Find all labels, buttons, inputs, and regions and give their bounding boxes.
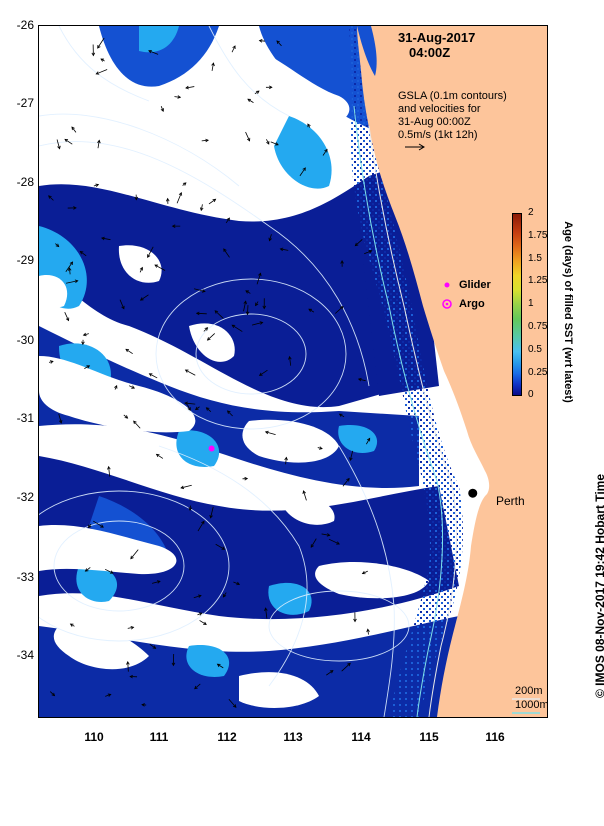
velocity-arrow — [186, 86, 194, 89]
colorbar-tick: 0.5 — [528, 344, 542, 355]
lat-tick: -30 — [4, 333, 34, 347]
lat-tick: -33 — [4, 570, 34, 584]
argo-legend-icon — [441, 298, 453, 310]
velocity-arrow — [174, 96, 180, 99]
lat-tick: -29 — [4, 253, 34, 267]
lon-tick: 112 — [212, 730, 242, 744]
depth-1000-label: 1000m — [515, 699, 549, 711]
velocity-arrow — [126, 349, 133, 353]
lat-tick: -28 — [4, 175, 34, 189]
depth-200-label: 200m — [515, 685, 543, 697]
velocity-arrow — [149, 374, 157, 378]
annotation-line: and velocities for — [398, 103, 481, 116]
lat-tick: -34 — [4, 648, 34, 662]
velocity-arrow — [84, 333, 89, 336]
velocity-arrow — [181, 485, 192, 488]
velocity-arrow — [232, 46, 235, 52]
credit-label: IMOS 08-Nov-2017 19:42 Hobart Time — [593, 474, 604, 686]
perth-marker — [468, 489, 477, 498]
velocity-arrow — [186, 370, 196, 375]
annotation-line: GSLA (0.1m contours) — [398, 90, 507, 103]
velocity-arrow — [65, 312, 69, 320]
colorbar-tick: 0 — [528, 389, 534, 400]
lon-tick: 111 — [144, 730, 174, 744]
velocity-arrow — [243, 477, 248, 480]
velocity-arrow — [166, 199, 169, 204]
map-time: 04:00Z — [409, 45, 450, 60]
velocity-arrow — [209, 199, 216, 204]
city-label: Perth — [496, 494, 525, 508]
colorbar-tick: 2 — [528, 207, 534, 218]
lat-tick: -26 — [4, 18, 34, 32]
velocity-arrow — [177, 193, 182, 204]
velocity-arrow — [212, 63, 215, 71]
velocity-arrow — [266, 139, 269, 144]
velocity-arrow — [82, 340, 85, 345]
velocity-arrow — [248, 99, 253, 102]
colorbar-tick: 1.5 — [528, 253, 542, 264]
lat-tick: -27 — [4, 96, 34, 110]
velocity-arrow — [96, 70, 107, 75]
annotation-line: 0.5m/s (1kt 12h) — [398, 129, 477, 142]
glider-legend-label: Glider — [459, 279, 491, 291]
velocity-arrow — [354, 612, 357, 621]
glider-legend-icon — [442, 280, 452, 290]
velocity-arrow — [128, 626, 134, 629]
credit-text: © IMOS 08-Nov-2017 19:42 Hobart Time — [593, 346, 604, 826]
annotation-line: 31-Aug 00:00Z — [398, 116, 471, 129]
colorbar-tick: 1.75 — [528, 230, 547, 241]
colorbar — [512, 213, 522, 396]
velocity-arrow — [94, 184, 98, 187]
colorbar-tick: 1.25 — [528, 275, 547, 286]
glider-position-marker — [209, 445, 215, 451]
depth-1000-line — [512, 711, 542, 715]
lon-tick: 115 — [414, 730, 444, 744]
velocity-arrow — [92, 45, 95, 56]
lon-tick: 116 — [480, 730, 510, 744]
velocity-arrow — [200, 620, 207, 624]
velocity-arrow — [157, 454, 163, 458]
velocity-arrow — [101, 59, 105, 62]
colorbar-tick: 0.75 — [528, 321, 547, 332]
lat-tick: -31 — [4, 411, 34, 425]
velocity-arrow — [183, 183, 186, 186]
colorbar-tick: 0.25 — [528, 367, 547, 378]
lon-tick: 110 — [79, 730, 109, 744]
velocity-arrow — [98, 38, 105, 48]
lon-tick: 113 — [278, 730, 308, 744]
map-date: 31-Aug-2017 — [398, 30, 475, 45]
velocity-arrow — [255, 91, 259, 94]
velocity-arrow — [197, 613, 201, 616]
copyright-symbol: © — [593, 689, 604, 698]
argo-legend-label: Argo — [459, 298, 485, 310]
scale-arrow-icon — [404, 142, 428, 152]
velocity-arrow — [367, 629, 370, 634]
colorbar-label: Age (days) of filled SST (wrt latest) — [562, 220, 574, 404]
colorbar-tick: 1 — [528, 298, 534, 309]
lat-tick: -32 — [4, 490, 34, 504]
velocity-arrow — [308, 124, 311, 127]
lon-tick: 114 — [346, 730, 376, 744]
velocity-arrow — [200, 204, 203, 210]
